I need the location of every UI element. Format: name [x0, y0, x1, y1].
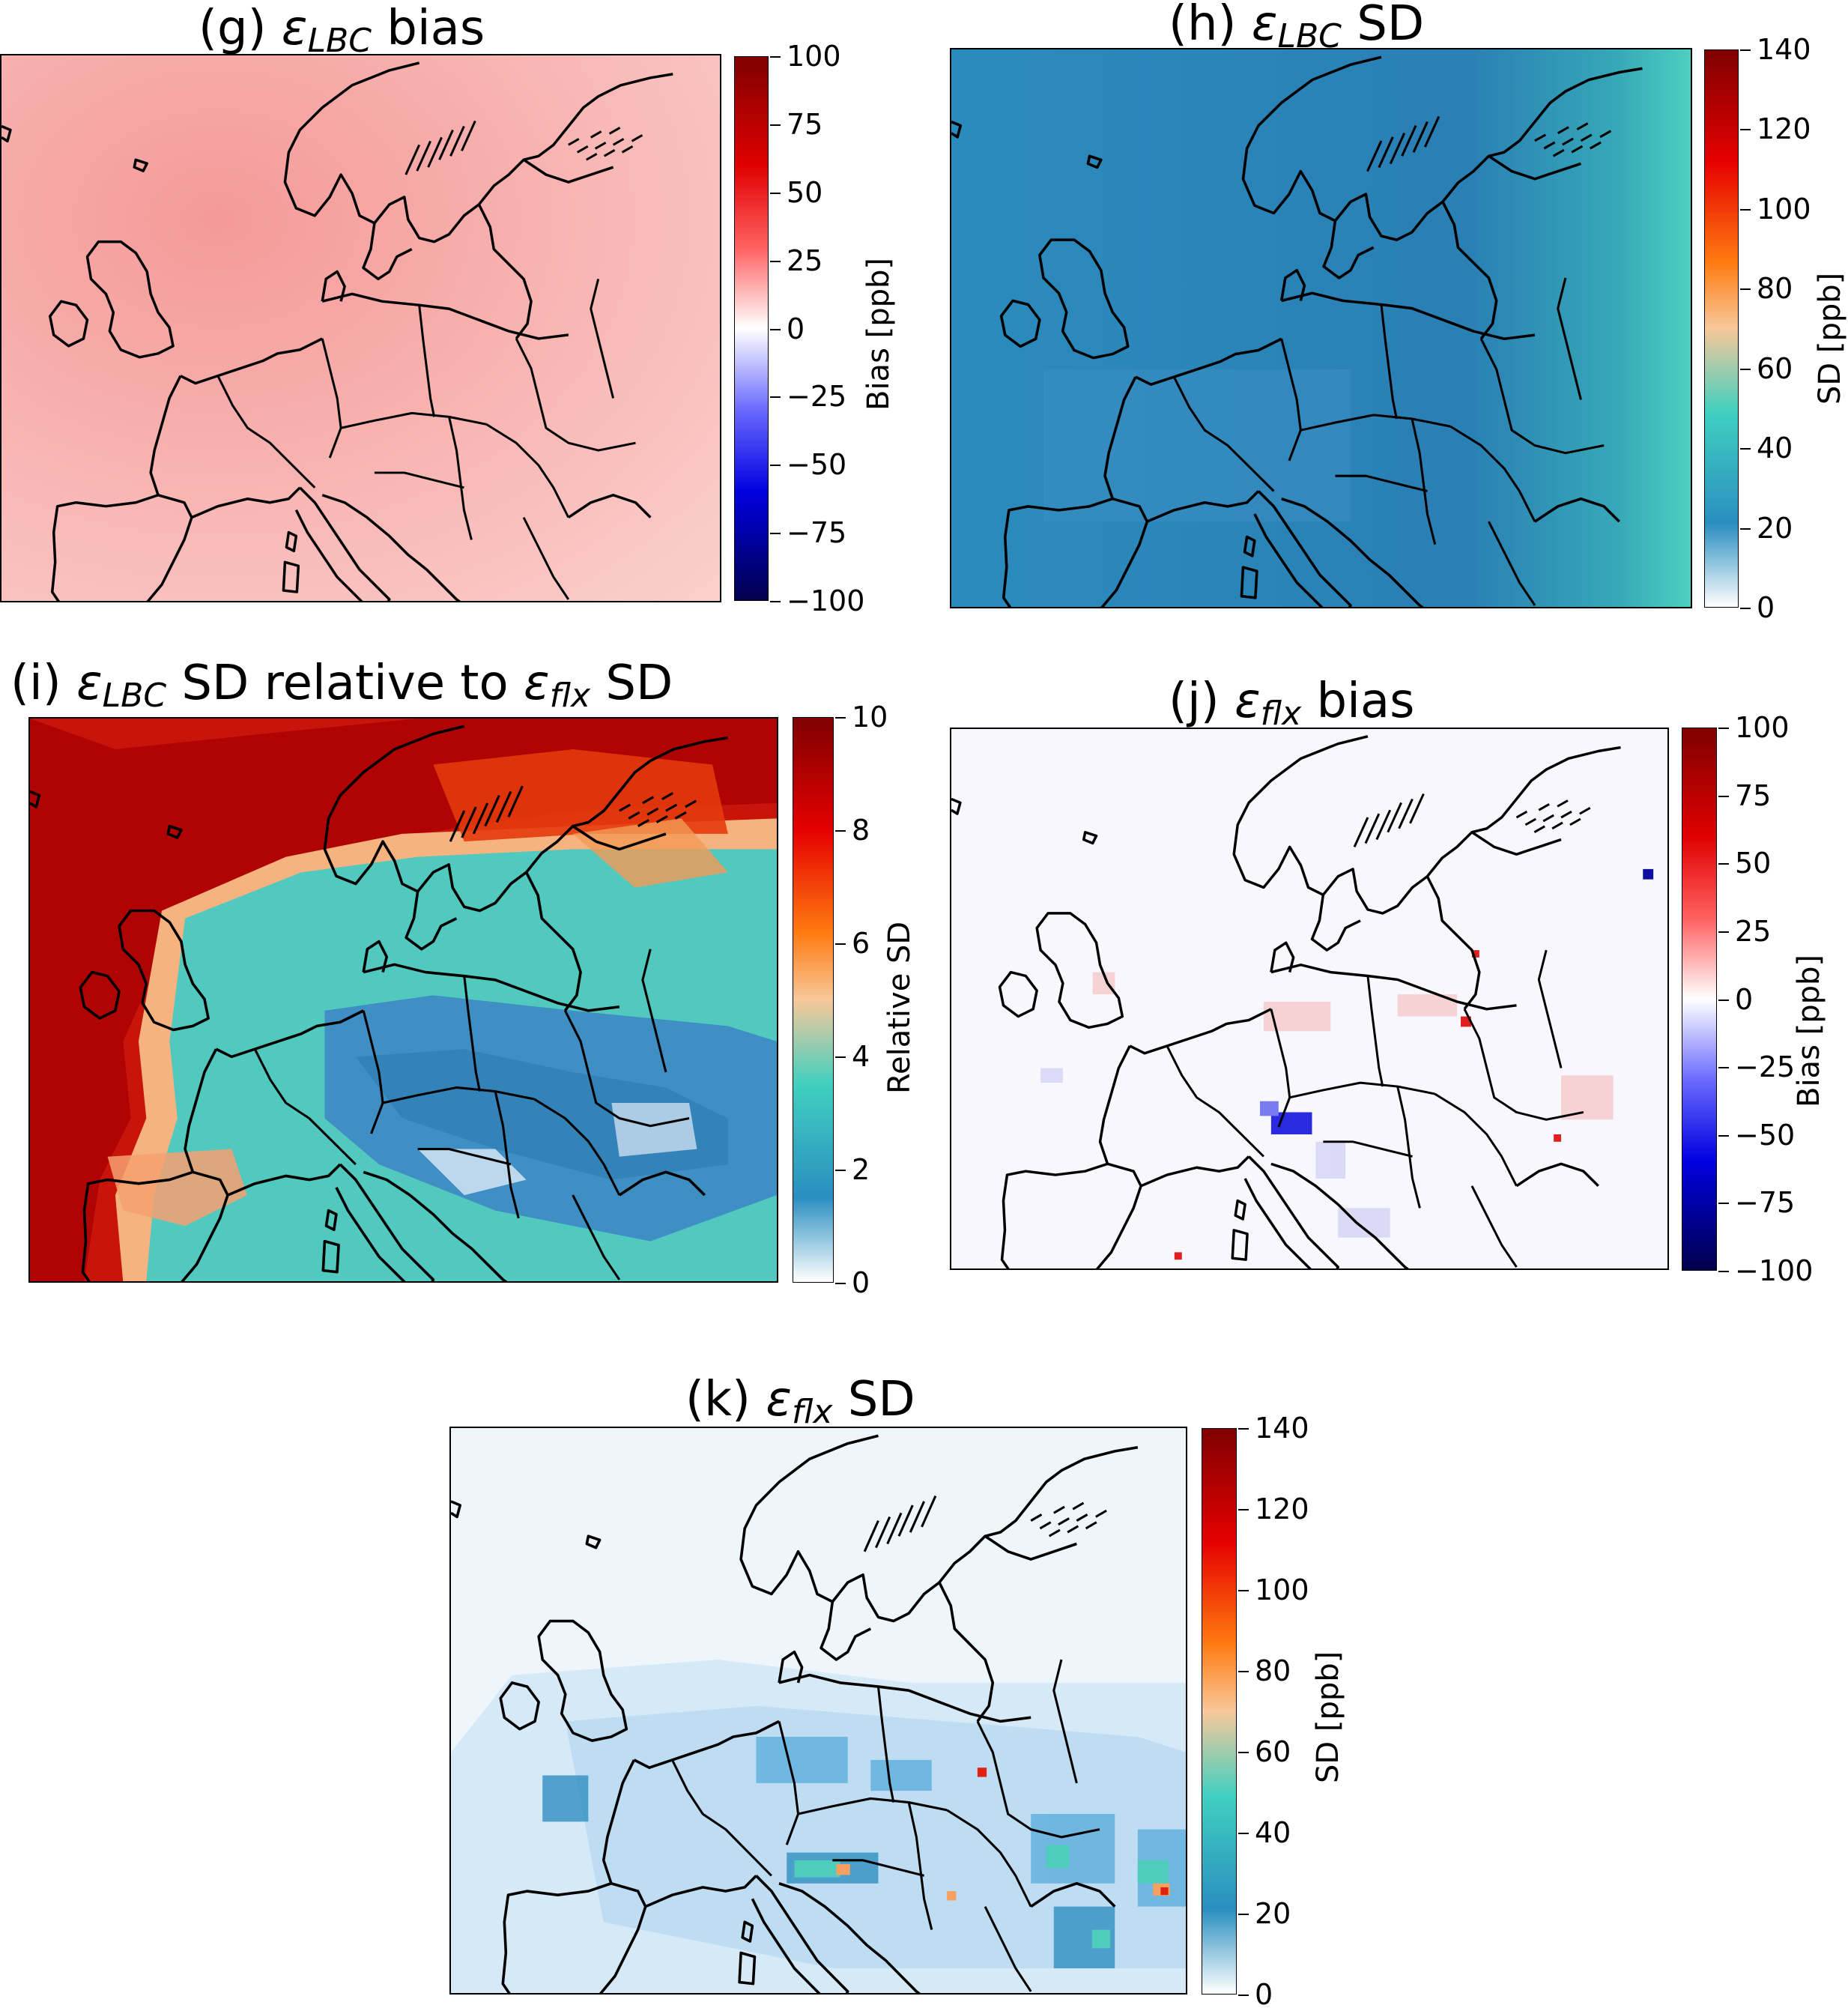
- panel-i-tick: 8: [834, 814, 870, 847]
- panel-h-tick: 120: [1740, 112, 1811, 146]
- panel-h-tick: 20: [1739, 511, 1793, 545]
- panel-j-tick: 50: [1718, 847, 1772, 880]
- panel-j-colorbar-label: Bias [ppb]: [1792, 954, 1826, 1107]
- panel-j-tick: −25: [1718, 1050, 1796, 1084]
- panel-j-field: [951, 729, 1667, 1268]
- panel-h-tick: 140: [1740, 33, 1811, 66]
- panel-i-map: [28, 717, 778, 1283]
- panel-h-tick: 100: [1740, 192, 1811, 226]
- panel-g-tick: −50: [769, 448, 847, 482]
- panel-g-colorbar: [734, 56, 769, 601]
- panel-k-tick: 40: [1237, 1816, 1291, 1849]
- panel-j-tick: −75: [1718, 1186, 1796, 1220]
- panel-i-tick: 10: [834, 701, 888, 734]
- panel-j-tick: −50: [1718, 1118, 1796, 1152]
- panel-k-tick: 20: [1237, 1897, 1291, 1930]
- panel-h-colorbar: [1704, 49, 1739, 608]
- panel-j-tick: 100: [1718, 711, 1790, 744]
- panel-k-tick: 80: [1237, 1654, 1291, 1687]
- panel-g-colorbar-label: Bias [ppb]: [861, 257, 896, 411]
- panel-h-title: (h) εLBC SD: [1169, 0, 1425, 55]
- panel-g-tick: −75: [769, 516, 847, 550]
- panel-g-title: (g) εLBC bias: [199, 1, 485, 60]
- panel-j-colorbar: [1682, 728, 1717, 1271]
- panel-i-title: (i) εLBC SD relative to εflx SD: [10, 656, 673, 715]
- panel-g-tick: 25: [769, 244, 823, 277]
- panel-i-colorbar: [793, 717, 834, 1283]
- panel-g-tick: 100: [770, 40, 841, 73]
- panel-j-tick: 75: [1718, 778, 1772, 812]
- panel-j-title: (j) εflx bias: [1169, 674, 1415, 733]
- panel-k-map: [449, 1427, 1187, 1995]
- panel-h-colorbar-label: SD [ppb]: [1813, 272, 1847, 405]
- panel-k-tick: 60: [1237, 1735, 1291, 1768]
- panel-g-field: [1, 55, 720, 601]
- panel-k-tick: 120: [1238, 1493, 1309, 1525]
- panel-k-tick: 0: [1237, 1978, 1273, 2011]
- panel-h-tick: 80: [1739, 272, 1793, 306]
- panel-g-tick: 50: [769, 175, 823, 209]
- panel-h-tick: 60: [1739, 351, 1793, 385]
- panel-i-tick: 4: [834, 1040, 870, 1073]
- panel-k-title: (k) εflx SD: [685, 1372, 915, 1431]
- panel-k-colorbar-label: SD [ppb]: [1311, 1651, 1345, 1783]
- panel-j-map: [950, 728, 1669, 1270]
- panel-i-tick: 6: [834, 927, 870, 960]
- panel-g-tick: −25: [769, 380, 847, 414]
- panel-g-tick: 75: [769, 107, 823, 141]
- panel-i-field: [30, 719, 777, 1281]
- panel-g-map: [0, 54, 721, 602]
- panel-h-tick: 0: [1739, 591, 1775, 624]
- panel-k-colorbar: [1202, 1428, 1237, 1995]
- panel-k-tick: 140: [1238, 1412, 1309, 1445]
- panel-k-field: [451, 1428, 1186, 1993]
- panel-i-tick: 2: [834, 1153, 870, 1186]
- panel-k-tick: 100: [1238, 1573, 1309, 1606]
- panel-j-tick: 25: [1718, 914, 1772, 948]
- panel-h-map: [950, 48, 1692, 608]
- panel-j-tick: 0: [1718, 982, 1754, 1016]
- panel-g-tick: 0: [769, 312, 805, 345]
- panel-g-tick: −100: [769, 584, 865, 617]
- panel-i-tick: 0: [834, 1266, 870, 1299]
- panel-i-colorbar-label: Relative SD: [882, 921, 917, 1094]
- panel-h-tick: 40: [1739, 432, 1793, 465]
- panel-j-tick: −100: [1718, 1254, 1814, 1287]
- panel-h-field: [951, 49, 1691, 607]
